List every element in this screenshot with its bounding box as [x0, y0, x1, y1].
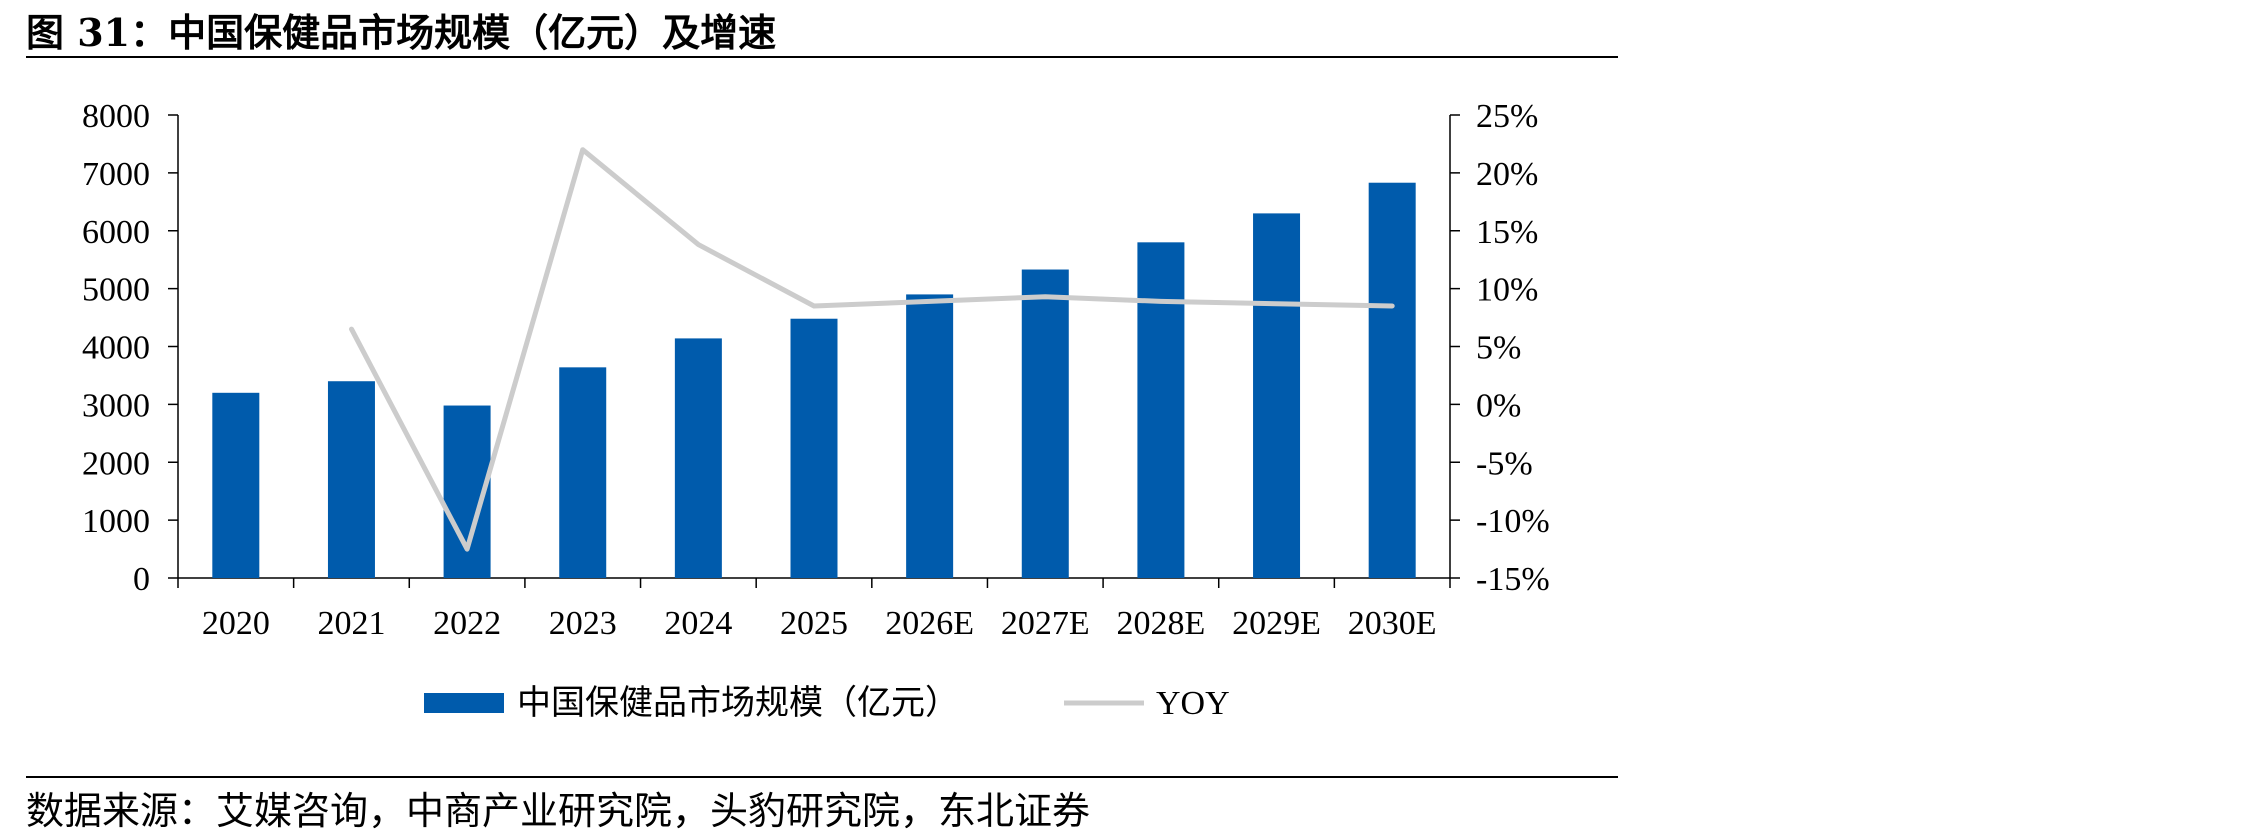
- legend-bar-swatch: [424, 693, 504, 713]
- y-left-tick-label: 7000: [82, 156, 150, 193]
- chart-legend: 中国保健品市场规模（亿元） YOY: [424, 684, 1230, 722]
- y-right-tick-label: 10%: [1476, 272, 1538, 309]
- y-right-tick-label: -10%: [1476, 503, 1550, 540]
- bar-series: [212, 182, 1416, 578]
- x-tick-label: 2029E: [1232, 605, 1321, 642]
- legend-bar-label: 中国保健品市场规模（亿元）: [517, 684, 959, 722]
- y-right-tick-label: -15%: [1476, 561, 1550, 598]
- y-left-tick-label: 6000: [82, 214, 150, 251]
- bar: [1137, 242, 1185, 578]
- y-right-tick-label: 25%: [1476, 98, 1538, 135]
- yoy-line: [349, 147, 1395, 552]
- y-right-tick-label: 15%: [1476, 214, 1538, 251]
- bar: [212, 392, 260, 578]
- y-left-tick-label: 0: [133, 561, 150, 598]
- y-left-tick-label: 8000: [82, 98, 150, 135]
- bar: [559, 367, 607, 578]
- source-divider: [26, 776, 1618, 778]
- bar: [327, 381, 375, 578]
- chart: 0 1000 2000 3000 4000 5000 6000 7000 8000 -15% -10…: [82, 98, 1550, 722]
- figure-title: 图 31：中国保健品市场规模（亿元）及增速: [26, 10, 777, 55]
- x-tick-label: 2030E: [1348, 605, 1437, 642]
- legend-line-label: YOY: [1156, 685, 1230, 722]
- y-left-tick-label: 2000: [82, 445, 150, 482]
- x-tick-label: 2024: [664, 605, 732, 642]
- x-tick-label: 2028E: [1117, 605, 1206, 642]
- source-note: 数据来源：艾媒咨询，中商产业研究院，头豹研究院，东北证券: [26, 789, 1091, 833]
- y-left-tick-label: 4000: [82, 330, 150, 367]
- bar: [1368, 182, 1416, 578]
- y-right-tick-label: 20%: [1476, 156, 1538, 193]
- x-tick-label: 2025: [780, 605, 848, 642]
- x-tick-label: 2026E: [885, 605, 974, 642]
- y-left-tick-label: 3000: [82, 387, 150, 424]
- bar: [1021, 269, 1069, 578]
- x-tick-label: 2023: [549, 605, 617, 642]
- x-tick-label: 2022: [433, 605, 501, 642]
- x-tick-label: 2021: [317, 605, 385, 642]
- y-right-tick-label: 0%: [1476, 387, 1521, 424]
- title-divider: [26, 56, 1618, 58]
- bar: [1253, 213, 1301, 578]
- y-right-tick-label: 5%: [1476, 330, 1521, 367]
- y-left-tick-label: 1000: [82, 503, 150, 540]
- axis-labels: 0 1000 2000 3000 4000 5000 6000 7000 8000 -15% -10…: [82, 98, 1550, 642]
- yoy-series: [349, 147, 1395, 552]
- x-tick-label: 2027E: [1001, 605, 1090, 642]
- bar: [906, 294, 954, 578]
- bar: [674, 338, 722, 578]
- y-right-tick-label: -5%: [1476, 445, 1533, 482]
- x-tick-label: 2020: [202, 605, 270, 642]
- bar: [790, 318, 838, 578]
- y-left-tick-label: 5000: [82, 272, 150, 309]
